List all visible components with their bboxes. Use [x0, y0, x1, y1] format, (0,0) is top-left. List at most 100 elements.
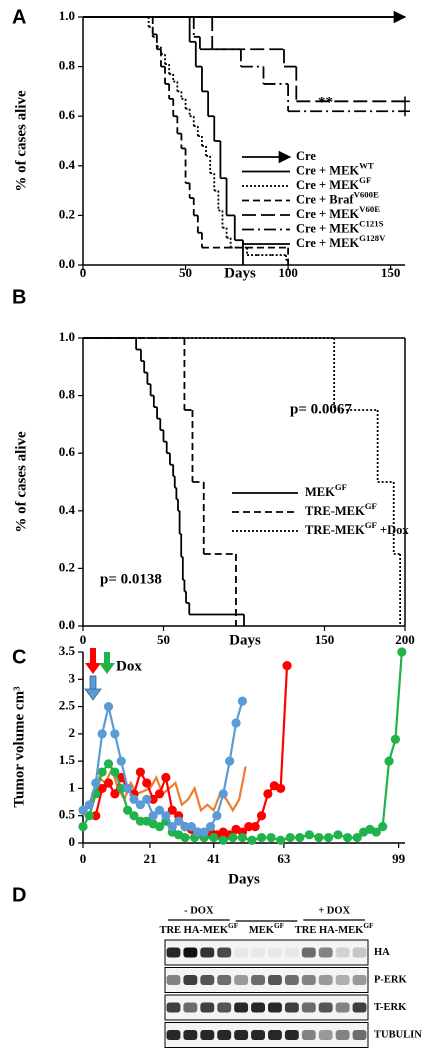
censor-mark: [400, 96, 410, 107]
x-tick-label: 41: [207, 851, 220, 866]
point: [218, 835, 228, 845]
point: [371, 827, 381, 837]
panel-label: A: [12, 6, 26, 28]
blot-band: [335, 947, 350, 958]
blot-band: [318, 947, 333, 958]
point: [78, 805, 88, 815]
point: [84, 800, 94, 810]
legend-label-sup: C121S: [359, 219, 383, 229]
point: [256, 832, 267, 843]
blot-band: [234, 975, 249, 985]
x-tick-label: 150: [315, 632, 335, 647]
point: [142, 778, 152, 788]
x-tick-label: 150: [381, 265, 401, 280]
blot-strip: [164, 967, 369, 993]
point: [154, 789, 165, 799]
lane-group-label-main: MEK: [249, 925, 275, 936]
y-tick-label: 2: [69, 725, 76, 740]
x-axis-title: Days: [228, 871, 260, 887]
x-tick-label: 0: [80, 265, 87, 280]
legend-label: TRE-MEKGF +Dox: [305, 520, 409, 537]
blot-strip: [164, 994, 369, 1021]
point: [263, 789, 273, 799]
legend-label-sup: WT: [359, 161, 374, 171]
panel-label: B: [12, 286, 26, 308]
point: [110, 767, 120, 777]
blot-band: [352, 947, 367, 958]
x-tick-label: 50: [179, 265, 192, 280]
blot-band: [234, 1002, 249, 1013]
y-tick-label: 2.5: [59, 698, 76, 713]
x-tick-label: 50: [157, 632, 170, 647]
blot-band: [318, 1030, 333, 1040]
point: [256, 811, 267, 821]
blot-band: [335, 975, 350, 985]
lane-group-label: TRE HA-MEKGF: [295, 921, 374, 936]
legend-label-main: Cre + MEK: [296, 178, 359, 192]
y-axis-title: % of cases alive: [13, 90, 29, 192]
point: [212, 811, 222, 821]
lane-group-label-sup: GF: [274, 921, 285, 930]
row-label: HA: [374, 947, 390, 958]
blot-band: [301, 947, 316, 958]
blot-band: [183, 947, 198, 958]
legend-label-main: Cre + MEK: [296, 236, 359, 250]
point: [91, 811, 101, 821]
point: [180, 832, 190, 843]
censor-mark: [400, 106, 410, 117]
lane-group-label: TRE HA-MEKGF: [159, 921, 238, 936]
annotation: p= 0.0138: [100, 571, 162, 587]
legend-label: Cre: [296, 149, 316, 163]
lane-group-label-main: TRE HA-MEK: [295, 925, 364, 936]
legend-label-main: TRE-MEK: [305, 504, 365, 518]
y-tick-label: 0.8: [59, 58, 76, 73]
point: [97, 767, 107, 777]
point: [304, 830, 314, 840]
blot-band: [301, 1030, 316, 1040]
legend-label: TRE-MEKGF: [305, 501, 377, 518]
point: [161, 811, 171, 821]
blot-band: [166, 975, 181, 985]
blot-band: [251, 1030, 265, 1040]
legend-label-main: Cre + MEK: [296, 163, 359, 177]
point: [247, 835, 257, 845]
y-tick-label: 0.8: [59, 387, 76, 402]
x-tick-label: 21: [143, 851, 156, 866]
blot-band: [335, 1002, 350, 1013]
y-tick-label: 1.0: [59, 329, 75, 344]
legend-label: MEKGF: [305, 482, 347, 499]
blot-band: [166, 1030, 181, 1040]
y-tick-label: 0.2: [59, 559, 75, 574]
legend-label: Cre + MEKWT: [296, 161, 374, 178]
y-tick-label: 1: [69, 779, 76, 794]
point: [78, 822, 88, 832]
blot-band: [200, 947, 215, 958]
y-tick-label: 0.0: [59, 617, 75, 632]
blot-band: [166, 947, 181, 958]
y-tick-label: 3: [69, 670, 76, 685]
point: [129, 811, 139, 821]
blot-band: [251, 1002, 265, 1013]
lane-group-label-main: TRE HA-MEK: [159, 925, 228, 936]
legend-label-suffix: +Dox: [377, 523, 410, 537]
point: [103, 778, 114, 788]
blot-band: [251, 975, 265, 985]
blot-band: [268, 975, 282, 985]
blot-strip: [164, 939, 369, 966]
blot-band: [234, 947, 249, 958]
point: [205, 822, 216, 832]
point: [250, 822, 260, 832]
blot-band: [217, 975, 232, 985]
annotation: p= 0.0067: [290, 401, 352, 417]
legend-label-sup: V600E: [354, 190, 379, 200]
point: [333, 830, 343, 840]
y-tick-label: 0: [69, 834, 76, 849]
point: [167, 805, 177, 815]
point: [135, 816, 145, 826]
point: [186, 822, 196, 832]
point: [276, 835, 286, 845]
point: [378, 822, 388, 832]
blot-band: [268, 947, 282, 958]
point: [343, 832, 353, 843]
y-tick-label: 0.6: [59, 444, 76, 459]
